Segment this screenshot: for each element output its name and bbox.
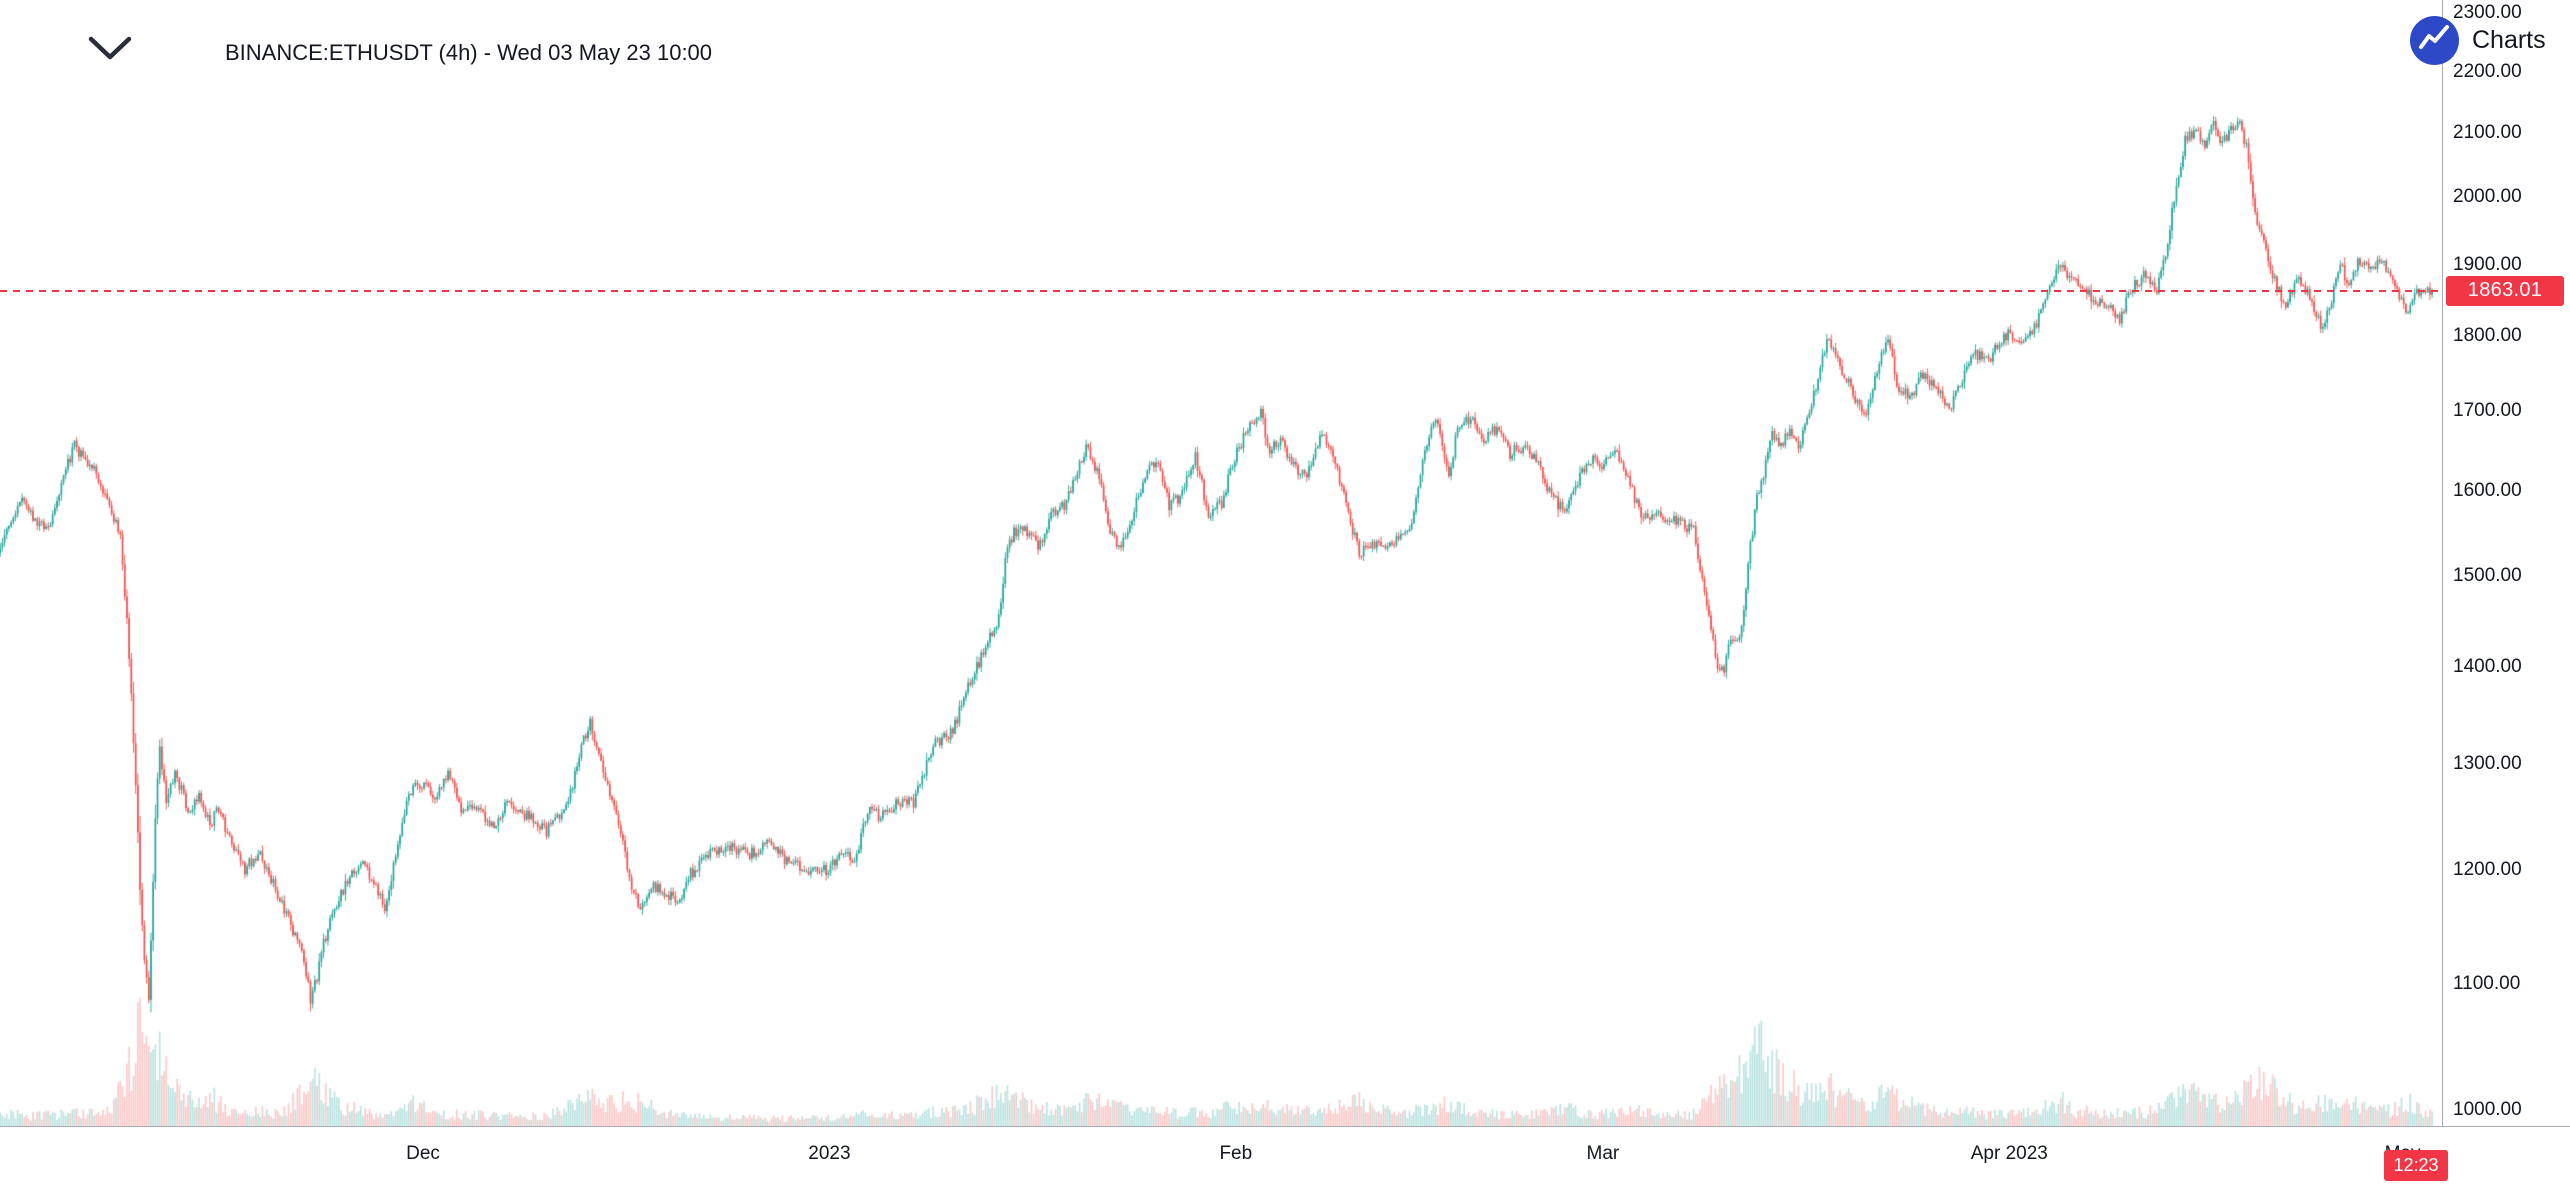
time-tick-label: Apr 2023 xyxy=(1970,1143,2048,1164)
price-tick-label: 1300.00 xyxy=(2453,753,2522,775)
charts-attribution-label[interactable]: Charts xyxy=(2472,26,2546,54)
price-tick-label: 1200.00 xyxy=(2453,858,2522,880)
chart-header: BINANCE:ETHUSDT (4h) - Wed 03 May 23 10:… xyxy=(0,0,1200,80)
time-tick-label: 2023 xyxy=(808,1143,851,1164)
bar-countdown-label: 12:23 xyxy=(2384,1150,2448,1181)
candlestick-canvas[interactable] xyxy=(0,0,2442,1126)
symbol-title: BINANCE:ETHUSDT (4h) - Wed 03 May 23 10:… xyxy=(225,40,713,65)
price-tick-label: 2100.00 xyxy=(2453,121,2522,143)
price-tick-label: 1100.00 xyxy=(2453,973,2521,995)
price-tick-label: 2300.00 xyxy=(2453,2,2522,23)
time-tick-label: Feb xyxy=(1219,1143,1253,1164)
price-tick-label: 1000.00 xyxy=(2453,1099,2522,1120)
chevron-down-icon[interactable] xyxy=(85,32,135,66)
tradingview-logo-icon[interactable] xyxy=(2410,16,2459,65)
price-axis[interactable]: 2300.00 2200.00 2100.00 2000.00 1900.00 1800.… xyxy=(2442,0,2570,1126)
price-tick-label: 1500.00 xyxy=(2453,564,2522,586)
price-tick-label: 1900.00 xyxy=(2453,253,2522,275)
current-price-label: 1863.01 xyxy=(2446,275,2564,306)
time-tick-label: Dec xyxy=(406,1143,440,1164)
current-price-line xyxy=(0,289,2442,292)
tradingview-attribution[interactable]: Charts xyxy=(2406,12,2570,72)
time-tick-label: Mar xyxy=(1586,1143,1620,1164)
price-tick-label: 1800.00 xyxy=(2453,324,2522,346)
price-tick-label: 1700.00 xyxy=(2453,400,2522,422)
price-tick-label: 2000.00 xyxy=(2453,186,2522,208)
price-tick-label: 1600.00 xyxy=(2453,479,2522,501)
price-tick-label: 2200.00 xyxy=(2453,60,2522,82)
trend-line-icon xyxy=(2419,25,2449,49)
price-tick-label: 1400.00 xyxy=(2453,655,2522,677)
